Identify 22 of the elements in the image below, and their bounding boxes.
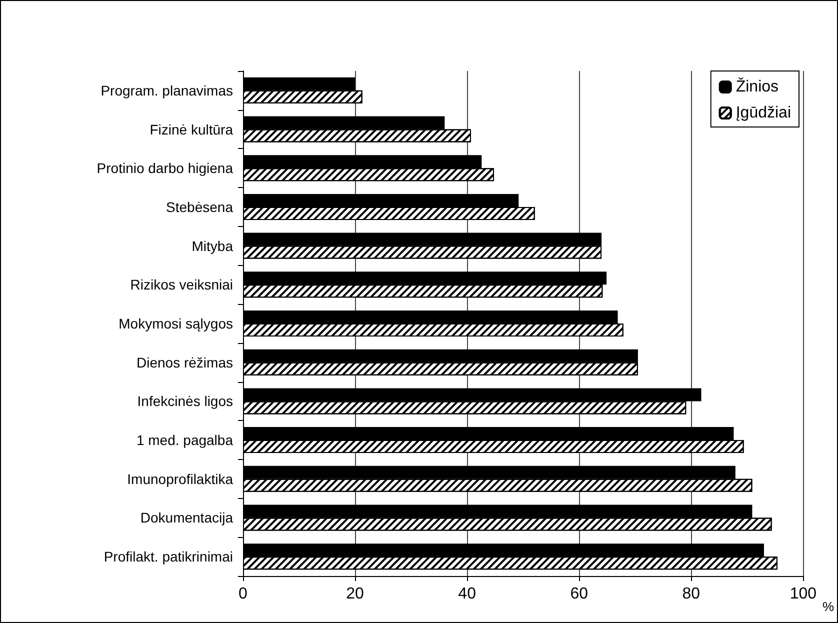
legend-label: Žinios: [736, 78, 779, 96]
x-tick-label: 100: [790, 586, 817, 602]
legend-label: Įgūdžiai: [736, 104, 792, 122]
y-tick-label: Stebėsena: [166, 198, 234, 215]
x-tick-label: 0: [238, 586, 248, 602]
y-tick-label: Program. planavimas: [100, 82, 233, 98]
y-tick-label: Mityba: [192, 238, 234, 254]
y-tick-label: Dokumentacija: [140, 510, 234, 526]
y-tick-label: Rizikos veiksniai: [130, 276, 233, 293]
x-tick-label: 60: [570, 586, 588, 602]
y-tick-label: Infekcinės ligos: [137, 393, 233, 410]
y-tick-label: Fizinė kultūra: [150, 121, 234, 138]
y-tick-label: Protinio darbo higiena: [96, 160, 234, 176]
x-tick-label: 20: [346, 586, 364, 602]
y-tick-label: 1 med. pagalba: [136, 432, 234, 448]
x-tick-label: 80: [682, 586, 700, 602]
y-tick-label: Imunoprofilaktika: [127, 470, 234, 487]
x-axis-title: %: [822, 599, 834, 614]
y-tick-label: Profilakt. patikrinimai: [104, 548, 233, 565]
x-tick-label: 40: [458, 586, 476, 602]
y-tick-label: Dienos rėžimas: [136, 354, 233, 370]
y-tick-label: Mokymosi sąlygos: [118, 316, 233, 332]
